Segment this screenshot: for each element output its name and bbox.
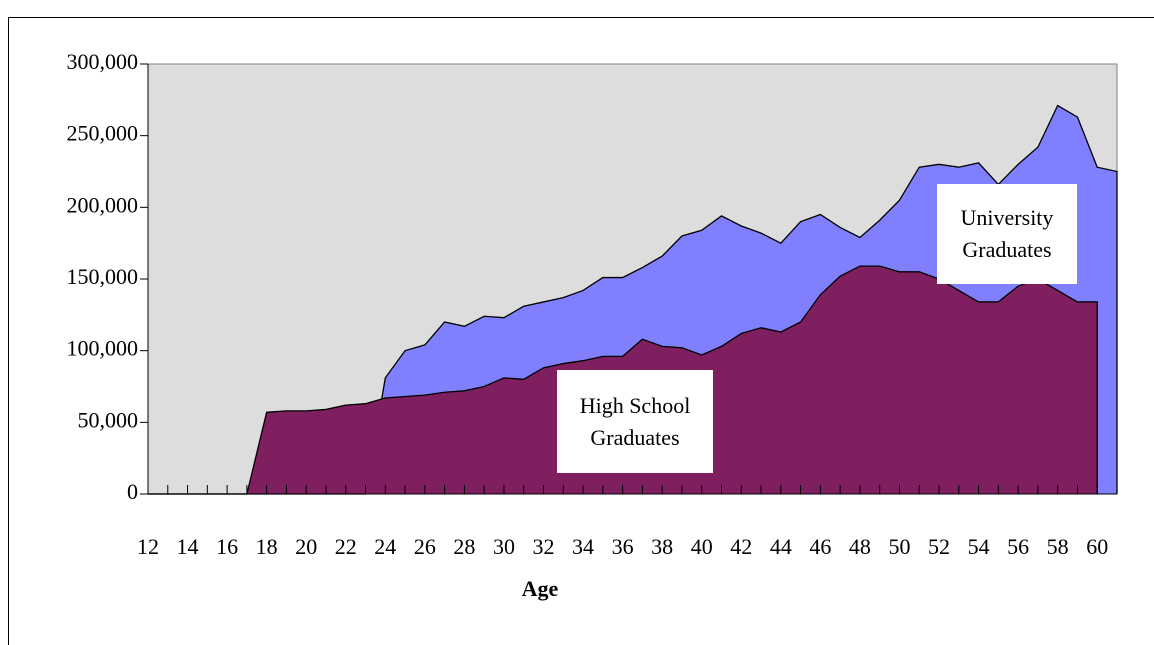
x-tick-label: 36 xyxy=(612,534,634,559)
x-tick-label: 30 xyxy=(493,534,515,559)
x-tick-label: 60 xyxy=(1086,534,1108,559)
y-tick-label: 0 xyxy=(127,479,138,504)
x-tick-label: 48 xyxy=(849,534,871,559)
x-tick-label: 14 xyxy=(177,534,199,559)
x-tick-label: 56 xyxy=(1007,534,1029,559)
x-tick-label: 34 xyxy=(572,534,594,559)
y-tick-label: 250,000 xyxy=(67,121,139,146)
x-tick-label: 58 xyxy=(1047,534,1069,559)
y-tick-label: 50,000 xyxy=(78,407,139,432)
x-tick-label: 32 xyxy=(533,534,555,559)
x-tick-label: 28 xyxy=(453,534,475,559)
y-tick-label: 200,000 xyxy=(67,192,139,217)
annotation: High School Graduates xyxy=(557,370,713,473)
x-tick-label: 42 xyxy=(730,534,752,559)
annotation: University Graduates xyxy=(937,184,1077,284)
x-tick-label: 20 xyxy=(295,534,317,559)
y-tick-label: 150,000 xyxy=(67,264,139,289)
x-tick-label: 12 xyxy=(137,534,159,559)
x-tick-label: 16 xyxy=(216,534,238,559)
x-tick-label: 54 xyxy=(968,534,990,559)
x-axis-label: Age xyxy=(522,576,559,601)
x-tick-label: 44 xyxy=(770,534,792,559)
chart-frame xyxy=(8,17,1154,645)
x-tick-label: 50 xyxy=(888,534,910,559)
area-outline xyxy=(148,265,1098,495)
x-tick-label: 24 xyxy=(374,534,396,559)
y-tick-label: 300,000 xyxy=(67,49,139,74)
x-tick-label: 18 xyxy=(256,534,278,559)
y-tick-label: 100,000 xyxy=(67,336,139,361)
x-tick-label: 52 xyxy=(928,534,950,559)
x-tick-label: 46 xyxy=(809,534,831,559)
x-tick-label: 22 xyxy=(335,534,357,559)
x-tick-label: 38 xyxy=(651,534,673,559)
x-tick-label: 40 xyxy=(691,534,713,559)
x-tick-label: 26 xyxy=(414,534,436,559)
